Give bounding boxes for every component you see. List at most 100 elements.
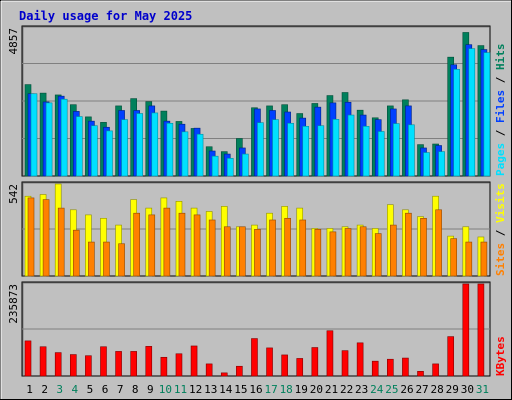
- usage-top-panel: 4857 Pages / Files / Hits: [7, 25, 507, 177]
- kbytes-bar: [462, 283, 470, 377]
- legend-pages: Pages: [494, 143, 507, 176]
- kbytes-bar: [115, 351, 122, 377]
- day-label: 28: [431, 383, 444, 396]
- day-label: 6: [102, 383, 109, 396]
- day-label: 14: [219, 383, 233, 396]
- kbytes-bar: [130, 351, 137, 377]
- kbytes-bar: [417, 371, 424, 377]
- sites-bar: [42, 199, 50, 277]
- day-label: 5: [87, 383, 94, 396]
- pages-bar: [317, 125, 325, 177]
- kbytes-bar: [251, 338, 258, 377]
- sites-bar: [344, 228, 352, 277]
- day-label: 19: [295, 383, 308, 396]
- sites-bar: [465, 241, 473, 277]
- usage-middle-legend: Sites / Visits: [494, 183, 507, 276]
- kbytes-bar: [477, 283, 485, 377]
- sites-bar: [118, 243, 125, 277]
- sites-bar: [103, 241, 110, 277]
- sites-bar: [133, 212, 140, 277]
- pages-bar: [362, 126, 370, 177]
- pages-bar: [136, 113, 143, 177]
- sites-bar: [57, 207, 65, 277]
- sites-bar: [148, 214, 156, 277]
- sites-bar: [163, 207, 171, 277]
- kbytes-bar: [24, 340, 32, 377]
- pages-bar: [257, 122, 264, 177]
- day-label: 7: [117, 383, 124, 396]
- pages-bar: [30, 93, 38, 177]
- pages-bar: [468, 48, 476, 177]
- legend-visits: Visits: [494, 183, 507, 223]
- pages-bar: [196, 133, 204, 177]
- sites-bar: [88, 241, 95, 277]
- kbytes-bar: [311, 347, 319, 377]
- kbytes-bar: [356, 342, 364, 377]
- day-label: 23: [355, 383, 368, 396]
- legend-separator: /: [494, 223, 507, 243]
- day-label: 27: [415, 383, 428, 396]
- kbytes-bar: [175, 353, 183, 377]
- usage-middle-panel: 542 Sites / Visits: [7, 181, 507, 277]
- sites-bar: [239, 226, 246, 277]
- chart-title: Daily usage for May 2025: [19, 9, 192, 23]
- pages-bar: [272, 119, 279, 177]
- usage-bottom-legend: KBytes: [494, 336, 507, 376]
- usage-middle-ymax-label: 542: [7, 184, 20, 204]
- pages-bar: [211, 155, 219, 177]
- pages-bar: [347, 114, 355, 177]
- sites-bar: [269, 219, 276, 277]
- sites-bar: [178, 212, 186, 277]
- usage-top-legend: Pages / Files / Hits: [494, 44, 507, 177]
- sites-bar: [450, 238, 458, 277]
- kbytes-bar: [190, 345, 198, 377]
- pages-bar: [151, 112, 159, 177]
- day-label: 12: [189, 383, 202, 396]
- pages-bar: [453, 69, 461, 177]
- day-label: 22: [340, 383, 353, 396]
- kbytes-bar: [39, 346, 47, 377]
- sites-bar: [208, 219, 216, 277]
- pages-bar: [377, 131, 385, 177]
- pages-bar: [408, 124, 415, 177]
- chart-panels: 4857 Pages / Files / Hits 542 Sites / Visit…: [7, 25, 507, 377]
- usage-bottom-panel: 235873 KBytes: [7, 281, 507, 377]
- day-label: 15: [234, 383, 247, 396]
- day-label: 2: [41, 383, 48, 396]
- kbytes-bar: [326, 330, 334, 377]
- sites-bar: [27, 197, 35, 277]
- pages-bar: [242, 153, 249, 177]
- kbytes-bar: [402, 357, 409, 377]
- sites-bar: [284, 217, 291, 277]
- day-label: 24: [370, 383, 384, 396]
- kbytes-bar: [281, 354, 288, 377]
- pages-bar: [393, 123, 400, 177]
- sites-bar: [329, 231, 337, 277]
- pages-bar: [483, 52, 491, 177]
- kbytes-bar: [145, 346, 153, 377]
- kbytes-bar: [220, 372, 228, 377]
- kbytes-bar: [432, 363, 439, 377]
- sites-bar: [390, 224, 397, 277]
- pages-bar: [302, 126, 310, 177]
- pages-bar: [166, 122, 174, 177]
- pages-bar: [75, 116, 83, 177]
- kbytes-bar: [69, 354, 77, 377]
- day-label: 8: [132, 383, 139, 396]
- kbytes-bar: [296, 358, 304, 377]
- pages-bar: [423, 152, 430, 177]
- day-label: 11: [174, 383, 187, 396]
- pages-bar: [60, 98, 68, 177]
- day-label: 26: [400, 383, 413, 396]
- x-axis-labels: 1 2 3 4 5 6 7 8 9 10 11 12 13 14 15 16 17 18 19 20 21 22 23 24 2…: [26, 383, 489, 396]
- day-label: 18: [280, 383, 293, 396]
- sites-bar: [299, 219, 307, 277]
- day-label: 29: [446, 383, 459, 396]
- sites-bar: [223, 226, 231, 277]
- day-label: 9: [147, 383, 154, 396]
- legend-kbytes: KBytes: [494, 336, 507, 376]
- pages-bar: [121, 119, 128, 177]
- kbytes-bar: [54, 352, 62, 377]
- kbytes-bar: [236, 365, 243, 377]
